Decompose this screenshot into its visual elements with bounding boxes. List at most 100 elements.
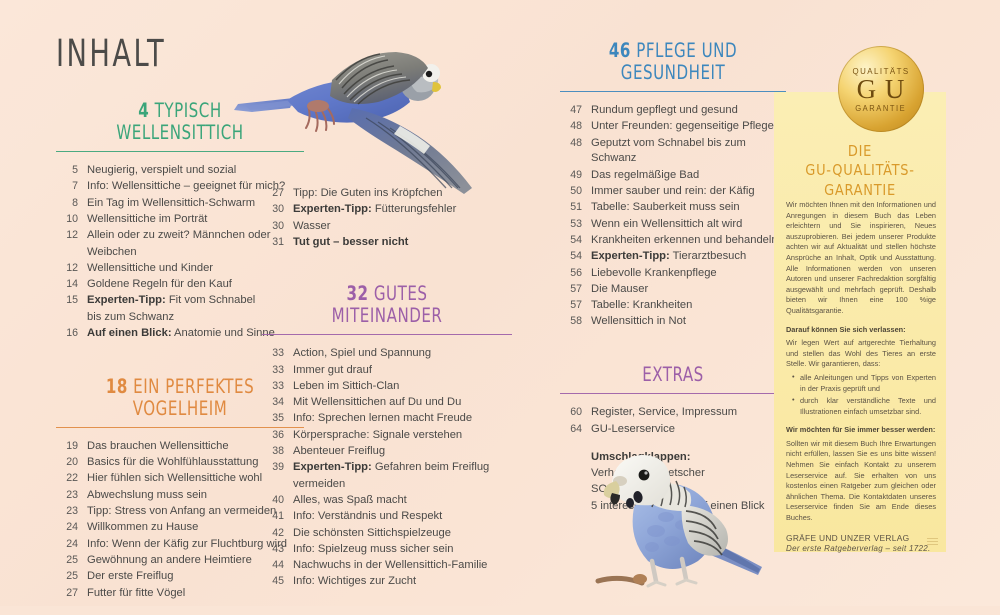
entry-page: 27 [272,187,284,199]
seal-top-text: QUALITÄTS [852,65,910,76]
toc-entry[interactable]: 53 Wenn ein Wellensittich alt wird [560,217,786,233]
entry-rest: Anatomie und Sinne [174,327,275,340]
gu-heading-2: Wir möchten für Sie immer besser werden: [786,425,936,436]
toc-entry[interactable]: 25 Gewöhnung an andere Heimtiere [56,553,304,569]
toc-entry[interactable]: 35 Info: Sprechen lernen macht Freude [262,411,512,427]
toc-entry[interactable]: 39 Experten-Tipp: Gefahren beim Freiflug [262,460,512,476]
toc-entry[interactable]: 23 Tipp: Stress von Anfang an vermeiden [56,504,304,520]
toc-entry[interactable]: 58 Wellensittich in Not [560,314,786,330]
entry-label: Experten-Tipp: [87,294,166,307]
toc-column-1: 4 TYPISCH WELLENSITTICH 5 Neugierig, vers… [56,99,304,615]
toc-entry[interactable]: 15 Experten-Tipp: Fit vom Schnabel [56,293,304,309]
toc-entry[interactable]: 22 Hier fühlen sich Wellensittiche wohl [56,471,304,487]
toc-entry[interactable]: 47 Rundum gepflegt und gesund [560,103,786,119]
page-title: INHALT [56,32,167,75]
section-rule-vogelheim [56,426,304,428]
entry-text: Liebevolle Krankenpflege [591,266,717,279]
gu-intro-paragraph: Wir möchten Ihnen mit den Informationen … [786,200,936,315]
entry-text: Neugierig, verspielt und sozial [87,164,237,177]
toc-entry[interactable]: 23 Abwechslung muss sein [56,488,304,504]
entry-text: Wellensittiche im Porträt [87,212,208,225]
toc-entry[interactable]: 60 Register, Service, Impressum [560,405,786,421]
entry-page: 27 [66,586,78,599]
toc-entry[interactable]: 12 Allein oder zu zweit? Männchen oder [56,228,304,244]
toc-entries-miteinander: 33 Action, Spiel und Spannung 33 Immer gut… [262,346,512,590]
gu-paragraph-1: Wir legen Wert auf artgerechte Tierhaltu… [786,338,936,369]
toc-entry[interactable]: 10 Wellensittiche im Porträt [56,212,304,228]
gu-publisher: GRÄFE UND UNZER VERLAG Der erste Ratgebe… [786,533,936,555]
toc-entry[interactable]: 64 GU-Leserservice [560,422,786,438]
toc-entry[interactable]: 31 Tut gut – besser nicht [262,235,512,251]
toc-entry[interactable]: 30 Wasser [262,219,512,235]
entry-label: Experten-Tipp: [293,203,372,216]
entry-text: Tabelle: Sauberkeit muss sein [591,201,740,214]
section-typisch-wellensittich: 4 TYPISCH WELLENSITTICH 5 Neugierig, vers… [56,99,304,342]
entry-page: 12 [66,229,78,242]
entry-page: 57 [570,282,582,295]
publisher-tagline: Der erste Ratgeberverlag – seit 1722. [786,544,931,554]
section-pflege-und-gesundheit: 46 PFLEGE UND GESUNDHEIT 47 Rundum gepfle… [560,39,786,330]
entry-page: 30 [272,203,284,216]
toc-entry[interactable]: 25 Der erste Freiflug [56,569,304,585]
toc-entry[interactable]: 33 Leben im Sittich-Clan [262,379,512,395]
toc-entry[interactable]: 12 Wellensittiche und Kinder [56,261,304,277]
toc-entry[interactable]: 19 Das brauchen Wellensittiche [56,439,304,455]
entry-text: Rundum gepflegt und gesund [591,104,738,117]
entry-rest: Fit vom Schnabel [168,294,256,307]
entry-page: 45 [272,575,284,588]
entry-text: Tipp: Die Guten ins Kröpfchen [293,187,443,199]
entry-page: 25 [66,553,78,566]
toc-entry[interactable]: 5 Neugierig, verspielt und sozial [56,163,304,179]
toc-entry[interactable]: 38 Abenteuer Freiflug [262,444,512,460]
entry-text: Info: Verständnis und Respekt [293,510,443,523]
toc-entry[interactable]: 56 Liebevolle Krankenpflege [560,266,786,282]
toc-entry[interactable]: 34 Mit Wellensittichen auf Du und Du [262,395,512,411]
toc-entry[interactable]: 54 Krankheiten erkennen und behandeln [560,233,786,249]
toc-entry[interactable]: 51 Tabelle: Sauberkeit muss sein [560,200,786,216]
toc-entry[interactable]: 43 Info: Spielzeug muss sicher sein [262,542,512,558]
entry-page: 40 [272,493,284,506]
toc-entry[interactable]: 27 Futter für fitte Vögel [56,586,304,602]
toc-entry[interactable]: 57 Die Mauser [560,282,786,298]
toc-entry[interactable]: 57 Tabelle: Krankheiten [560,298,786,314]
entry-text: Ein Tag im Wellensittich-Schwarm [87,196,256,209]
toc-entries-pflege: 47 Rundum gepflegt und gesund 48 Unter Fre… [560,103,786,330]
toc-entry[interactable]: 7 Info: Wellensittiche – geeignet für mic… [56,179,304,195]
toc-entry[interactable]: 48 Geputzt vom Schnabel bis zum Schwanz [560,136,786,168]
toc-entry[interactable]: 20 Basics für die Wohlfühlausstattung [56,455,304,471]
toc-entry[interactable]: 8 Ein Tag im Wellensittich-Schwarm [56,196,304,212]
entry-page: 42 [272,526,284,539]
entry-text: bis zum Schwanz [87,310,175,323]
toc-entry[interactable]: 14 Goldene Regeln für den Kauf [56,277,304,293]
toc-entry[interactable]: 41 Info: Verständnis und Respekt [262,509,512,525]
toc-entry[interactable]: 33 Immer gut drauf [262,363,512,379]
entry-text: Wenn ein Wellensittich alt wird [591,217,743,230]
toc-entry[interactable]: 42 Die schönsten Sittichspielzeuge [262,526,512,542]
toc-entry[interactable]: 33 Action, Spiel und Spannung [262,346,512,362]
toc-entry[interactable]: 24 Info: Wenn der Käfig zur Fluchtburg wi… [56,537,304,553]
toc-entry[interactable]: 36 Körpersprache: Signale verstehen [262,428,512,444]
toc-entry[interactable]: 48 Unter Freunden: gegenseitige Pflege [560,119,786,135]
toc-entry[interactable]: 45 Info: Wichtiges zur Zucht [262,574,512,590]
toc-entry[interactable]: 30 Experten-Tipp: Fütterungsfehler [262,202,512,218]
toc-entry[interactable]: 40 Alles, was Spaß macht [262,493,512,509]
entry-text: Das brauchen Wellensittiche [87,439,229,452]
toc-entry[interactable]: 49 Das regelmäßige Bad [560,168,786,184]
section-rule-pflege [560,91,786,93]
entry-page: 58 [570,315,582,328]
toc-entry[interactable]: 54 Experten-Tipp: Tierarztbesuch [560,249,786,265]
entry-page: 33 [272,347,284,360]
entry-text: Wellensittiche und Kinder [87,261,214,274]
toc-entry[interactable]: 27 Tipp: Die Guten ins Kröpfchen [262,186,512,202]
entry-label: Experten-Tipp: [293,461,372,474]
toc-entry[interactable]: 44 Nachwuchs in der Wellensittich-Familie [262,558,512,574]
entry-text: Tut gut – besser nicht [293,235,512,251]
toc-entry-continuation: bis zum Schwanz [56,310,304,326]
toc-entry[interactable]: 24 Willkommen zu Hause [56,520,304,536]
toc-entry[interactable]: 16 Auf einen Blick: Anatomie und Sinne [56,326,304,342]
entry-page: 54 [570,250,582,263]
toc-entry[interactable]: 50 Immer sauber und rein: der Käfig [560,184,786,200]
section-number-vogelheim: 18 [105,374,128,398]
section-number-typisch: 4 [138,99,150,122]
entry-page: 60 [570,406,582,419]
